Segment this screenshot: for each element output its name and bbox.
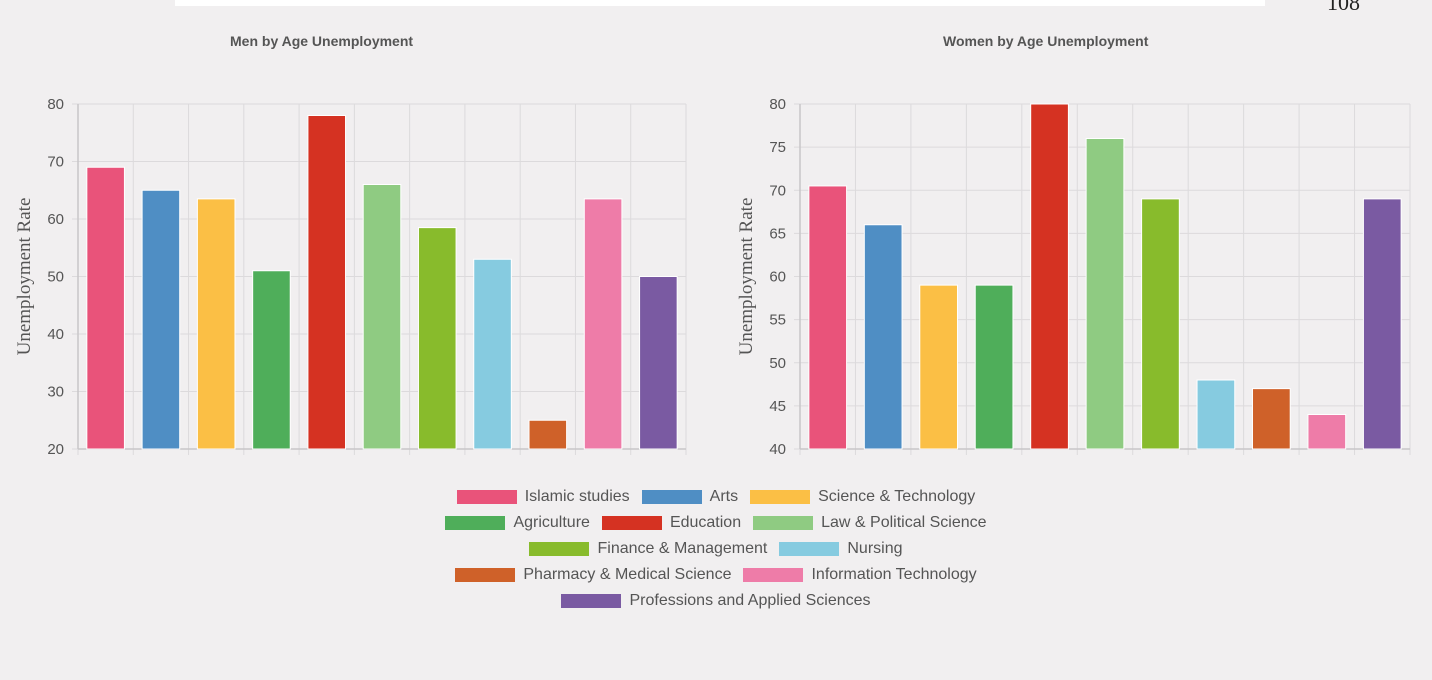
women-y-tick-label: 45 — [769, 398, 786, 415]
legend-swatch — [529, 542, 590, 556]
legend-label: Law & Political Science — [821, 514, 987, 531]
women-bar-10 — [1307, 414, 1347, 450]
men-y-tick-label: 30 — [47, 384, 64, 401]
women-bar-5 — [1030, 103, 1069, 450]
legend-item[interactable]: Islamic studies — [456, 488, 630, 506]
men-bar-4 — [252, 270, 291, 450]
legend-label: Islamic studies — [524, 488, 630, 505]
women-bar-11 — [1362, 198, 1402, 450]
women-y-tick-label: 65 — [769, 225, 786, 242]
legend-item[interactable]: Science & Technology — [750, 488, 975, 506]
women-y-tick-label: 40 — [769, 441, 786, 458]
women-y-tick-label: 55 — [769, 312, 786, 329]
women-bar-2 — [863, 224, 903, 450]
men-y-tick-label: 20 — [47, 441, 64, 458]
men-bar-10 — [583, 198, 623, 450]
men-y-tick-label: 40 — [47, 326, 64, 343]
men-y-tick-label: 70 — [47, 154, 64, 171]
men-y-tick-label: 80 — [47, 96, 64, 113]
legend-item[interactable]: Information Technology — [743, 566, 977, 584]
legend-label: Pharmacy & Medical Science — [523, 566, 732, 583]
legend-row: Agriculture Education Law & Political Scie… — [445, 514, 987, 532]
women-y-tick-label: 70 — [769, 182, 786, 199]
men-bar-5 — [307, 115, 347, 450]
women-y-tick-label: 60 — [769, 269, 786, 286]
men-bar-7 — [417, 227, 457, 450]
men-y-tick-label: 50 — [47, 269, 64, 286]
legend-label: Education — [669, 514, 742, 531]
legend-swatch — [753, 516, 814, 530]
women-y-tick-label: 75 — [769, 139, 786, 156]
legend-item[interactable]: Arts — [641, 488, 739, 506]
legend-label: Arts — [709, 488, 739, 505]
legend-swatch — [455, 568, 516, 582]
legend-row: Islamic studies Arts Science & Technology — [456, 488, 975, 506]
legend-item[interactable]: Education — [601, 514, 742, 532]
top-paper-strip — [175, 0, 1265, 6]
men-chart-title: Men by Age Unemployment — [230, 33, 414, 49]
legend-swatch — [561, 594, 622, 608]
legend-item[interactable]: Agriculture — [445, 514, 590, 532]
legend-row: Professions and Applied Sciences — [561, 592, 871, 610]
women-bar-6 — [1085, 138, 1125, 450]
legend-label: Professions and Applied Sciences — [629, 592, 871, 609]
women-chart-title: Women by Age Unemployment — [943, 33, 1149, 49]
legend-label: Nursing — [847, 540, 903, 557]
men-bar-6 — [362, 184, 402, 450]
legend-item[interactable]: Law & Political Science — [753, 514, 987, 532]
legend-swatch — [779, 542, 840, 556]
legend-item[interactable]: Pharmacy & Medical Science — [455, 566, 731, 584]
men-bar-2 — [141, 189, 181, 450]
women-y-tick-label: 50 — [769, 355, 786, 372]
legend-swatch — [750, 490, 811, 504]
legend: Islamic studies Arts Science & Technology A… — [0, 488, 1432, 610]
men-y-axis-label: Unemployment Rate — [14, 198, 35, 356]
page-number: 108 — [1327, 0, 1360, 15]
men-bar-9 — [528, 419, 568, 450]
legend-swatch — [445, 516, 506, 530]
legend-label: Finance & Management — [597, 540, 768, 557]
legend-item[interactable]: Nursing — [779, 540, 903, 558]
women-bar-1 — [808, 185, 848, 450]
women-y-axis-label: Unemployment Rate — [736, 198, 757, 356]
legend-swatch — [601, 516, 662, 530]
women-bar-4 — [974, 284, 1014, 450]
legend-item[interactable]: Professions and Applied Sciences — [561, 592, 871, 610]
charts-canvas: 20 30 40 50 60 70 80 Unemployment Rate 40 45 50 55 6… — [14, 96, 1411, 458]
women-bar-8 — [1196, 379, 1236, 450]
legend-row: Finance & Management Nursing — [529, 540, 903, 558]
men-bar-3 — [196, 198, 236, 450]
legend-item[interactable]: Finance & Management — [529, 540, 767, 558]
legend-label: Information Technology — [811, 566, 977, 583]
men-y-tick-label: 60 — [47, 211, 64, 228]
women-bar-9 — [1252, 388, 1291, 450]
legend-row: Pharmacy & Medical Science Information Te… — [455, 566, 977, 584]
legend-swatch — [456, 490, 517, 504]
women-bar-3 — [919, 284, 958, 450]
men-bar-11 — [639, 276, 678, 450]
legend-label: Agriculture — [513, 514, 590, 531]
legend-label: Science & Technology — [818, 488, 976, 505]
legend-swatch — [743, 568, 804, 582]
legend-swatch — [641, 490, 702, 504]
women-bar-7 — [1141, 198, 1180, 450]
men-bar-8 — [473, 258, 512, 450]
men-bar-1 — [86, 166, 125, 450]
women-y-tick-label: 80 — [769, 96, 786, 113]
